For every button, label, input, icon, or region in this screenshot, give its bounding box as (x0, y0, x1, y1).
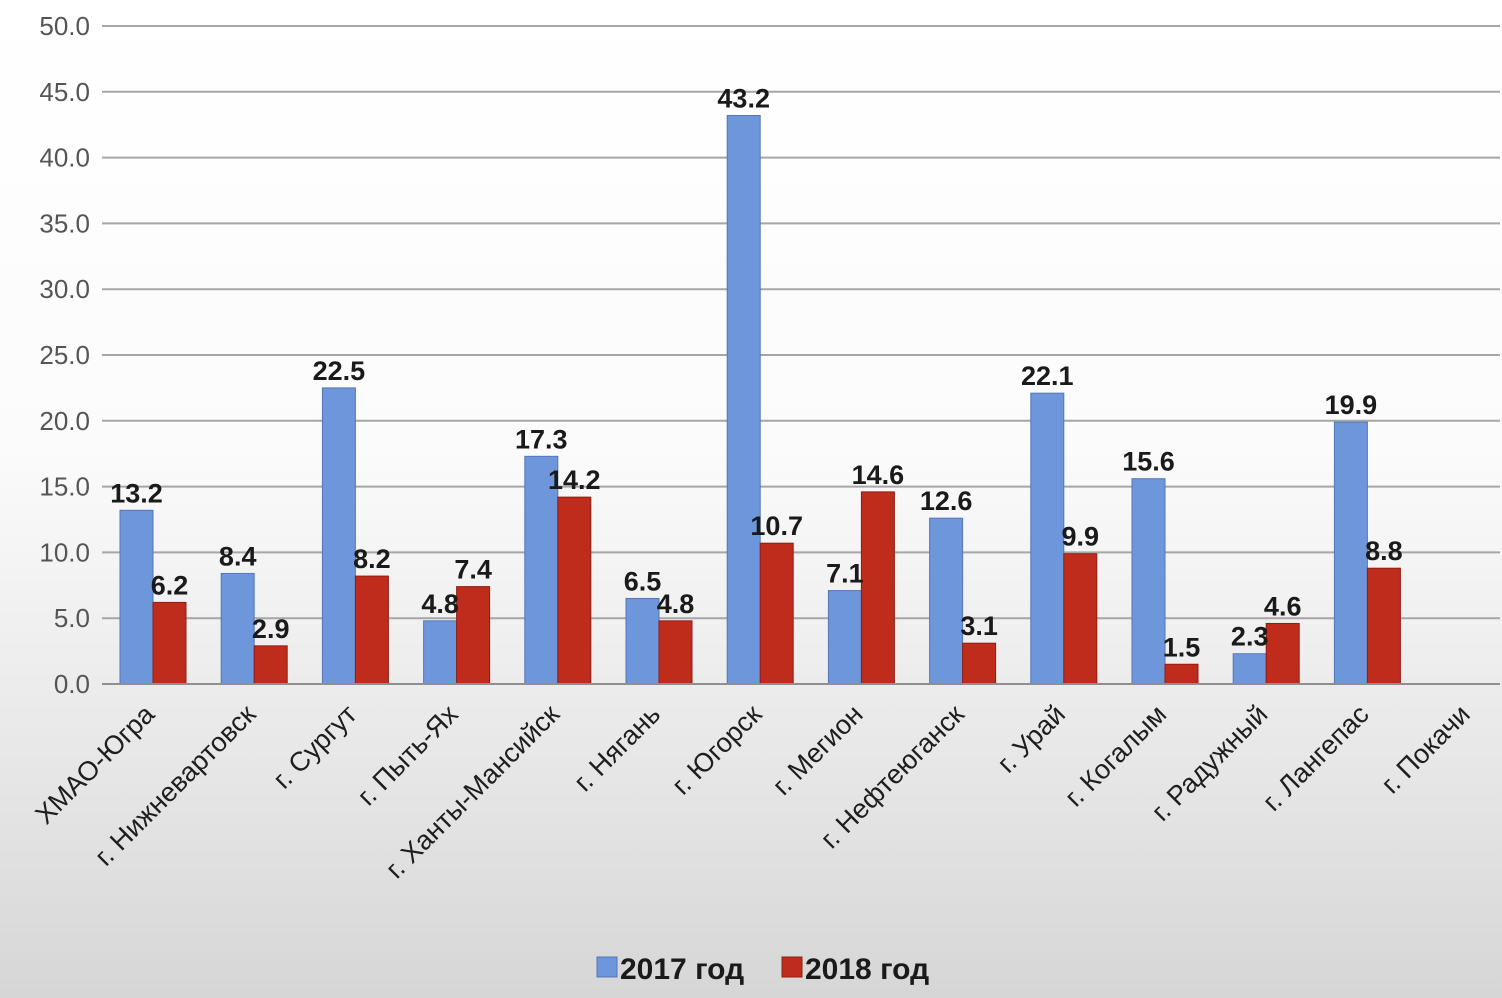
y-tick-label: 0.0 (54, 669, 90, 699)
data-label-2018: 6.2 (151, 570, 189, 600)
y-tick-label: 45.0 (39, 77, 90, 107)
bars (119, 114, 1401, 685)
y-tick-label: 20.0 (39, 406, 90, 436)
x-category-label: г. Урай (991, 699, 1071, 779)
data-label-2017: 8.4 (219, 541, 257, 571)
data-label-2017: 19.9 (1325, 390, 1378, 420)
data-label-2017: 17.3 (515, 424, 568, 454)
bar-2018 (658, 620, 693, 685)
legend-label-2017: 2017 год (620, 953, 744, 986)
bar-2017 (119, 509, 154, 685)
bar-2018 (253, 645, 288, 685)
y-tick-label: 10.0 (39, 537, 90, 567)
data-label-2018: 10.7 (750, 511, 803, 541)
bar-2018 (152, 601, 187, 685)
bar-2017 (726, 114, 761, 685)
data-label-2017: 15.6 (1122, 447, 1175, 477)
data-label-2017: 22.5 (313, 356, 366, 386)
x-category-label: г. Нягань (568, 699, 666, 797)
bar-2017 (423, 620, 458, 685)
data-label-2017: 12.6 (920, 486, 973, 516)
data-label-2018: 9.9 (1062, 522, 1100, 552)
data-label-2018: 4.6 (1264, 591, 1302, 621)
data-label-2018: 8.2 (353, 544, 391, 574)
x-category-label: г. Лангепас (1257, 699, 1375, 817)
y-tick-label: 5.0 (54, 603, 90, 633)
data-label-2017: 22.1 (1021, 361, 1074, 391)
bar-2018 (759, 542, 794, 685)
bar-2018 (456, 586, 491, 685)
x-category-label: г. Сургут (267, 699, 362, 794)
x-category-label: г. Ханты-Мансийск (380, 699, 565, 884)
data-label-2018: 3.1 (960, 611, 998, 641)
bar-2017 (929, 517, 964, 685)
data-label-2018: 8.8 (1365, 536, 1403, 566)
bar-2018 (557, 496, 592, 685)
bar-2018 (1265, 622, 1300, 685)
bar-2017 (827, 590, 862, 685)
data-label-2017: 7.1 (826, 559, 864, 589)
y-axis-ticks: 0.0 5.0 10.0 15.0 20.0 25.0 30.0 35.0 40.0 45.0 50… (39, 11, 90, 699)
y-tick-label: 50.0 (39, 11, 90, 41)
data-label-2017: 43.2 (717, 83, 770, 113)
data-label-2018: 14.6 (852, 460, 905, 490)
data-label-2017: 4.8 (421, 589, 459, 619)
data-label-2018: 4.8 (657, 589, 695, 619)
bar-2018 (1164, 663, 1199, 685)
bar-2018 (354, 575, 389, 685)
bar-2018 (962, 642, 997, 685)
bar-2017 (321, 387, 356, 685)
data-label-2017: 6.5 (624, 566, 662, 596)
y-tick-label: 35.0 (39, 208, 90, 238)
bar-2017 (1333, 421, 1368, 685)
data-labels: 13.26.28.42.922.58.24.87.417.314.26.54.8… (110, 83, 1402, 662)
data-label-2018: 1.5 (1163, 632, 1201, 662)
x-category-label: г. Югорск (666, 699, 768, 801)
bar-2017 (1131, 478, 1166, 685)
legend-label-2018: 2018 год (805, 953, 929, 986)
legend-swatch-2017 (596, 956, 618, 978)
bar-2017 (625, 597, 660, 685)
bar-2017 (220, 572, 255, 685)
data-label-2018: 2.9 (252, 614, 290, 644)
legend: 2017 год 2018 год (596, 953, 929, 986)
data-label-2017: 13.2 (110, 478, 163, 508)
y-tick-label: 25.0 (39, 340, 90, 370)
bar-2018 (860, 491, 895, 685)
data-label-2017: 2.3 (1231, 622, 1269, 652)
y-tick-label: 40.0 (39, 143, 90, 173)
x-category-label: г. Мегион (767, 699, 869, 801)
y-tick-label: 15.0 (39, 472, 90, 502)
data-label-2018: 14.2 (548, 465, 601, 495)
bar-2017 (1030, 392, 1065, 685)
bar-2018 (1366, 567, 1401, 685)
bar-2018 (1063, 553, 1098, 685)
y-tick-label: 30.0 (39, 274, 90, 304)
data-label-2018: 7.4 (454, 555, 492, 585)
bar-2017 (1232, 653, 1267, 685)
legend-swatch-2018 (781, 956, 803, 978)
x-category-label: г. Покачи (1375, 699, 1475, 799)
